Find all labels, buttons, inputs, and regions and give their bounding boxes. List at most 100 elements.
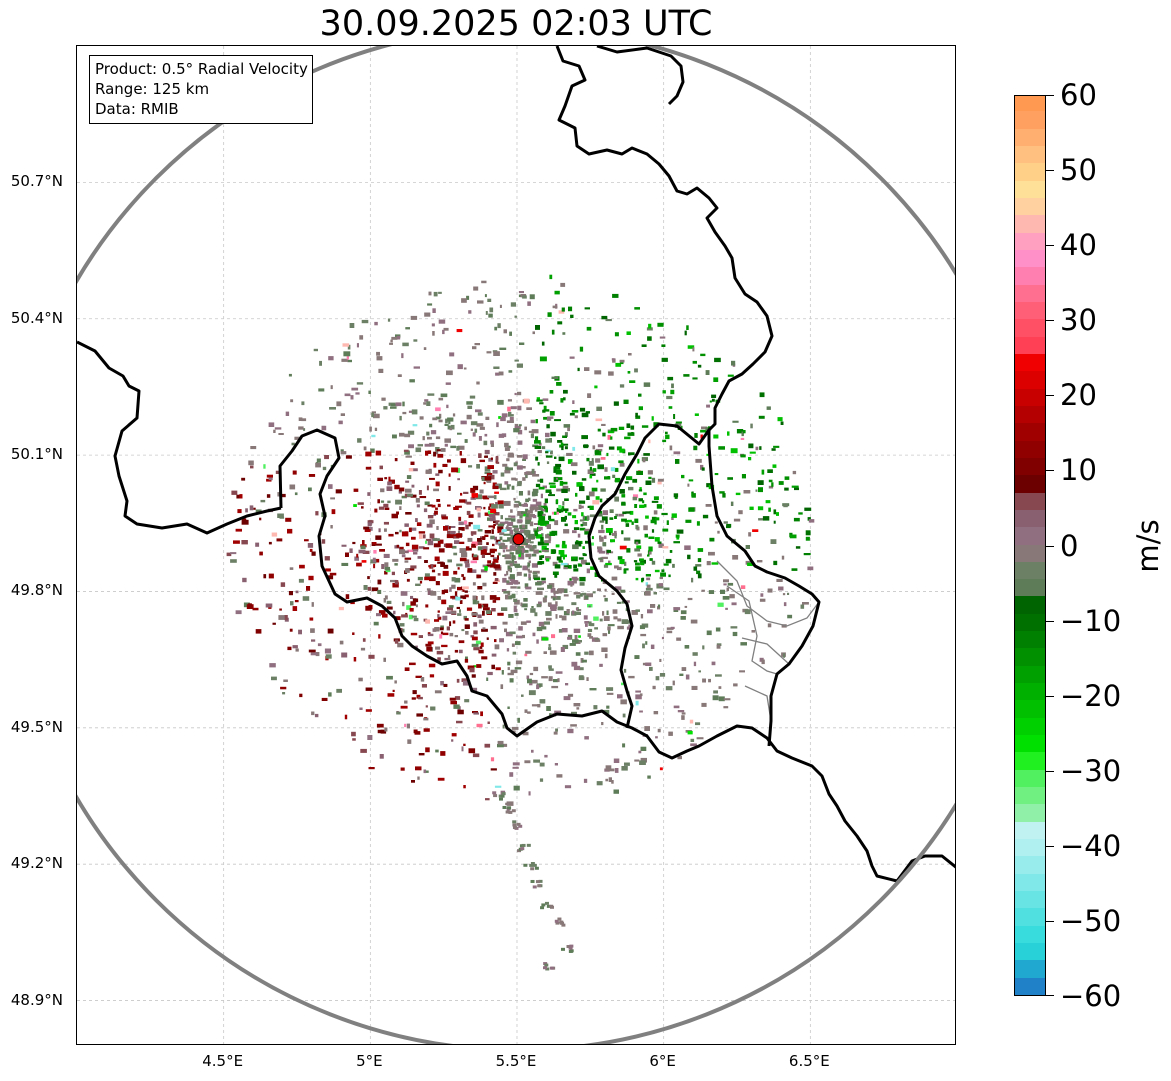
echo-pixel: [601, 647, 608, 652]
echo-pixel: [616, 601, 622, 604]
echo-pixel: [549, 274, 553, 280]
echo-pixel: [592, 500, 600, 505]
echo-pixel: [429, 674, 435, 678]
echo-pixel: [532, 571, 538, 574]
echo-pixel: [436, 526, 439, 530]
echo-pixel: [456, 563, 463, 567]
echo-pixel: [497, 612, 504, 616]
echo-pixel: [527, 544, 532, 549]
echo-pixel: [536, 626, 543, 632]
echo-pixel: [424, 573, 430, 578]
echo-pixel: [730, 501, 734, 506]
echo-pixel: [514, 500, 520, 503]
echo-pixel: [410, 601, 416, 606]
echo-pixel: [528, 791, 531, 796]
echo-pixel: [464, 590, 468, 593]
echo-pixel: [758, 487, 763, 493]
echo-pixel: [529, 294, 535, 300]
echo-pixel: [508, 614, 514, 618]
echo-pixel: [409, 662, 416, 666]
echo-pixel: [528, 560, 531, 563]
echo-pixel: [539, 442, 542, 446]
echo-pixel: [509, 331, 512, 336]
radar-map[interactable]: [76, 45, 956, 1045]
echo-pixel: [557, 321, 563, 325]
echo-pixel: [571, 711, 577, 716]
echo-pixel: [607, 476, 610, 479]
echo-pixel: [573, 592, 581, 595]
echo-pixel: [520, 847, 525, 851]
product-info-box: Product: 0.5° Radial Velocity Range: 125…: [89, 55, 313, 124]
echo-pixel: [476, 507, 481, 512]
echo-pixel: [649, 558, 653, 561]
echo-pixel: [500, 684, 504, 689]
echo-pixel: [473, 622, 478, 627]
echo-pixel: [591, 536, 594, 540]
echo-pixel: [504, 554, 512, 560]
echo-pixel: [406, 475, 412, 479]
echo-pixel: [477, 614, 482, 619]
echo-pixel: [275, 470, 280, 474]
echo-pixel: [472, 555, 479, 561]
echo-pixel: [655, 736, 658, 739]
echo-pixel: [672, 680, 675, 686]
echo-pixel: [415, 675, 422, 678]
echo-pixel: [557, 917, 562, 921]
echo-pixel: [511, 809, 516, 813]
echo-pixel: [557, 678, 560, 683]
echo-pixel: [629, 510, 634, 515]
echo-pixel: [260, 499, 266, 503]
echo-pixel: [610, 539, 615, 543]
echo-pixel: [645, 587, 653, 591]
echo-pixel: [546, 417, 552, 421]
echo-pixel: [559, 481, 564, 486]
echo-pixel: [561, 488, 568, 493]
echo-pixel: [518, 502, 522, 506]
echo-pixel: [505, 631, 513, 637]
echo-pixel: [502, 724, 505, 729]
echo-pixel: [573, 527, 580, 530]
echo-pixel: [740, 454, 746, 458]
echo-pixel: [437, 657, 441, 661]
echo-pixel: [531, 563, 538, 568]
echo-pixel: [438, 319, 446, 324]
echo-pixel: [736, 429, 744, 434]
echo-pixel: [550, 595, 558, 599]
echo-pixel: [537, 561, 543, 565]
echo-pixel: [577, 533, 581, 538]
echo-pixel: [457, 478, 460, 481]
echo-pixel: [425, 450, 429, 456]
echo-pixel: [662, 390, 666, 394]
echo-pixel: [582, 553, 586, 556]
echo-pixel: [518, 291, 524, 294]
echo-pixel: [507, 569, 511, 572]
echo-pixel: [692, 652, 698, 656]
echo-pixel: [450, 445, 456, 449]
echo-pixel: [639, 693, 643, 697]
echo-pixel: [572, 530, 577, 534]
echo-pixel: [555, 596, 561, 600]
colorbar-tick-mark: [1046, 395, 1054, 397]
echo-pixel: [269, 663, 276, 668]
echo-pixel: [401, 614, 408, 618]
echo-pixel: [488, 514, 495, 517]
lon-tick-label: 4.5°E: [202, 1052, 244, 1070]
echo-pixel: [635, 541, 639, 545]
echo-pixel: [556, 488, 563, 492]
radar-site-marker[interactable]: [512, 533, 525, 546]
echo-pixel: [590, 623, 595, 627]
echo-pixel: [341, 562, 349, 566]
echo-pixel: [669, 550, 673, 553]
echo-pixel: [572, 610, 575, 615]
echo-pixel: [584, 528, 590, 532]
echo-pixel: [485, 416, 490, 420]
echo-pixel: [472, 595, 477, 601]
echo-pixel: [684, 645, 690, 649]
echo-pixel: [486, 479, 492, 483]
echo-pixel: [542, 398, 549, 401]
echo-pixel: [486, 637, 489, 640]
colorbar-segment: [1015, 543, 1045, 562]
echo-pixel: [456, 446, 460, 451]
echo-pixel: [288, 373, 292, 377]
echo-pixel: [663, 587, 670, 591]
